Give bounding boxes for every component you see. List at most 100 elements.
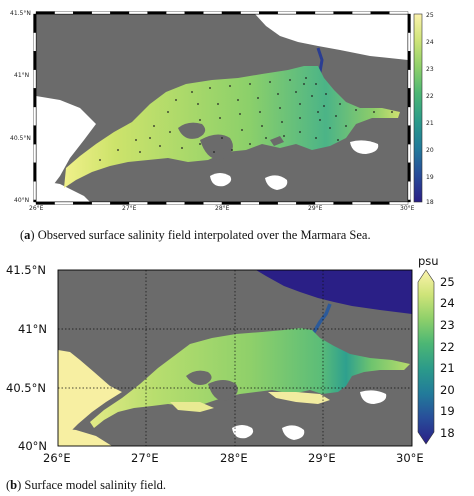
marmara-island-a	[178, 122, 206, 139]
panel-a-map	[33, 11, 423, 205]
frame-segment	[203, 11, 223, 15]
caption-a: (a) Observed surface salinity field inte…	[20, 228, 371, 242]
marmara-sea-b	[90, 328, 410, 428]
white-island-a3	[350, 140, 379, 154]
frame-segment	[407, 32, 411, 52]
frame-segment	[147, 11, 167, 15]
lat-tick-b-0: 41.5°N	[6, 263, 46, 277]
frame-segment	[128, 11, 148, 15]
cbar-tick-a-0: 25	[426, 12, 434, 19]
frame-segment	[33, 106, 37, 126]
station-point	[199, 119, 201, 121]
panel-b-map	[57, 269, 435, 447]
frame-segment	[352, 201, 371, 205]
white-island-b2	[282, 425, 305, 440]
station-point	[231, 149, 233, 151]
black-sea-blank-a	[255, 14, 408, 60]
white-island-b3	[360, 390, 387, 404]
cbar-tick-b-6: 19	[440, 404, 455, 418]
station-point	[249, 143, 251, 145]
lon-tick-b-0: 26°E	[43, 451, 71, 465]
station-point	[355, 109, 357, 111]
station-point	[299, 117, 301, 119]
frame-segment	[33, 162, 37, 182]
lon-tick-b-3: 29°E	[308, 451, 336, 465]
station-point	[329, 127, 331, 129]
station-point	[153, 125, 155, 127]
station-point	[209, 87, 211, 89]
station-point	[259, 111, 261, 113]
station-point	[217, 103, 219, 105]
lat-tick-a-1: 41°N	[14, 72, 30, 79]
lon-tick-b-2: 28°E	[220, 451, 248, 465]
station-point	[391, 111, 393, 113]
frame-segment	[91, 201, 111, 205]
frame-segment	[73, 201, 92, 205]
frame-segment	[333, 201, 353, 205]
frame-segment	[33, 88, 37, 108]
lat-tick-a-0: 41.5°N	[10, 10, 31, 17]
station-point	[337, 139, 339, 141]
station-point	[283, 135, 285, 137]
frame-segment	[277, 11, 297, 15]
caption-b-letter: b	[10, 478, 18, 492]
lon-tick-a-1: 27°E	[122, 205, 137, 212]
cbar-tick-b-3: 22	[440, 340, 455, 354]
station-point	[265, 137, 267, 139]
kapidag-peninsula-a	[200, 134, 233, 160]
frame-segment	[407, 69, 411, 89]
frame-segment	[33, 69, 37, 89]
frame-segment	[35, 11, 55, 15]
frame-segment	[91, 11, 111, 15]
station-point	[175, 99, 177, 101]
frame-segment	[54, 201, 74, 205]
frame-segment	[314, 11, 334, 15]
station-point	[279, 107, 281, 109]
frame-segment	[370, 201, 390, 205]
station-point	[315, 137, 317, 139]
frame-segment	[240, 201, 260, 205]
station-point	[149, 137, 151, 139]
aegean-blank-a2	[36, 180, 90, 202]
frame-segment	[259, 201, 278, 205]
station-point	[241, 129, 243, 131]
station-point	[281, 121, 283, 123]
cbar-tick-b-0: 25	[440, 275, 455, 289]
lat-tick-a-3: 40°N	[14, 197, 30, 204]
station-point	[345, 125, 347, 127]
panel-a: 41.5°N 41°N 40.5°N 40°N 26°E 27°E 28°E 2…	[10, 10, 434, 242]
cbar-tick-b-7: 18	[440, 426, 455, 440]
frame-segment	[33, 51, 37, 70]
lat-tick-a-2: 40.5°N	[10, 135, 31, 142]
aegean-sea-b	[58, 350, 122, 442]
station-point	[295, 91, 297, 93]
frame-segment	[407, 181, 411, 201]
station-point	[335, 115, 337, 117]
cbar-tick-b-5: 20	[440, 383, 455, 397]
frame-segment	[73, 11, 92, 15]
gemlik-bay-b	[170, 402, 214, 412]
frame-segment	[147, 201, 167, 205]
frame-segment	[407, 125, 411, 145]
caption-b-text: Surface model salinity field.	[24, 478, 167, 492]
lat-tick-b-2: 40.5°N	[6, 381, 46, 395]
station-point	[323, 105, 325, 107]
frame-segment	[184, 201, 204, 205]
cbar-tick-a-1: 24	[426, 39, 434, 46]
frame-segment	[277, 201, 297, 205]
lon-tick-b-1: 27°E	[131, 451, 159, 465]
frame-segment	[352, 11, 371, 15]
frame-segment	[221, 11, 241, 15]
panel-b: 41.5°N 41°N 40.5°N 40°N 26°E 27°E 28°E 2…	[0, 252, 474, 496]
station-point	[317, 111, 319, 113]
station-point	[159, 145, 161, 147]
kapidag-peninsula-b	[208, 380, 238, 401]
colorbar-a	[413, 13, 423, 203]
frame-segment	[296, 11, 316, 15]
lat-tick-b-1: 41°N	[18, 322, 47, 336]
marmara-sea-a	[64, 66, 400, 188]
station-point	[249, 83, 251, 85]
coast-gap-a	[270, 136, 284, 146]
lon-tick-a-4: 30°E	[400, 205, 415, 212]
cbar-tick-a-5: 20	[426, 147, 434, 154]
